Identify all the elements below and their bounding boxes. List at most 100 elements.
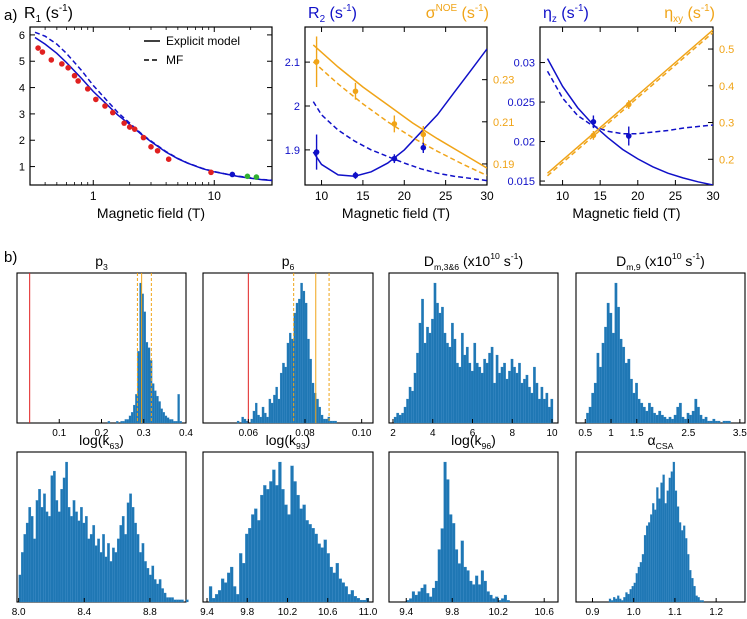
hist-bar — [334, 420, 337, 424]
y-tick-label: 6 — [19, 30, 25, 42]
series-line — [312, 61, 487, 177]
hist-bar — [332, 420, 335, 424]
chart-title-part: m,9 — [626, 262, 641, 272]
hist-bar — [248, 528, 252, 603]
hist-bar — [668, 416, 672, 424]
hist-bar — [298, 298, 301, 424]
x-tick-label: 20 — [631, 189, 645, 203]
hist-bar — [465, 346, 469, 424]
x-tick-label: 2 — [390, 428, 396, 439]
hist-bar — [428, 332, 432, 424]
hist-bar — [311, 528, 315, 603]
hist-bar — [678, 522, 682, 603]
hist-bar — [670, 471, 673, 603]
chart-title-part: m,3&6 — [434, 262, 459, 272]
plot-frame-p3 — [16, 272, 187, 424]
hist-bar — [697, 597, 700, 603]
hist-bar — [421, 298, 424, 424]
chart-title-part: (s — [41, 5, 59, 22]
hist-bar — [614, 282, 618, 424]
series-line — [312, 101, 487, 182]
hist-bar — [420, 587, 424, 603]
hist-bar — [466, 570, 470, 603]
hist-bar — [314, 533, 318, 603]
hist-bar — [124, 419, 127, 424]
hist-bar — [107, 543, 110, 603]
x-tick-label: 0.5 — [578, 428, 592, 439]
hist-bar — [411, 390, 414, 424]
hist-bar — [147, 347, 151, 424]
hist-bar — [440, 528, 444, 603]
chart-title-part: D — [424, 253, 434, 269]
hist-bar — [317, 543, 321, 603]
data-point — [154, 147, 161, 154]
hist-bar — [617, 306, 620, 424]
hist-bar — [683, 525, 686, 603]
hist-bar — [245, 533, 249, 603]
hist-bar — [518, 362, 521, 424]
hist-bar — [224, 582, 228, 603]
hist-bar — [668, 477, 671, 603]
hist-bar — [542, 398, 546, 424]
series-line — [34, 36, 272, 182]
chart-title-part: s — [682, 253, 693, 269]
legend-label-mf: MF — [166, 53, 183, 67]
plot-frame-k96 — [388, 451, 559, 603]
hist-bar — [525, 374, 529, 424]
x-tick-label: 0.08 — [295, 428, 315, 439]
hist-bar — [323, 539, 327, 603]
hist-bar — [601, 342, 605, 424]
hist-bar — [335, 563, 339, 603]
hist-bar — [175, 421, 178, 424]
hist-bar — [624, 362, 628, 424]
hist-bar — [622, 346, 626, 424]
chart-title-part: 93 — [296, 441, 306, 451]
hist-bar — [619, 338, 623, 424]
series-line — [312, 44, 487, 169]
hist-bar — [689, 414, 693, 424]
chart-title-part: (s — [325, 5, 343, 22]
hist-bar — [611, 332, 615, 424]
hist-bar — [528, 386, 531, 424]
data-point — [208, 169, 214, 176]
hist-bar — [635, 382, 638, 424]
hist-bar — [177, 394, 180, 424]
hist-bar — [460, 332, 464, 424]
hist-bar — [408, 386, 412, 424]
y-tick-label: 0.03 — [514, 58, 535, 70]
x-tick-label: 10.2 — [488, 607, 508, 618]
hist-bar — [666, 490, 669, 603]
hist-bar — [148, 574, 152, 603]
hist-bar — [612, 597, 616, 603]
hist-bar — [650, 514, 653, 603]
hist-bar — [483, 580, 487, 603]
hist-bar — [126, 502, 130, 603]
hist-bar — [43, 493, 46, 603]
data-point — [75, 78, 81, 84]
hist-bar — [296, 494, 300, 603]
hist-bar — [236, 420, 240, 424]
hist-bar — [480, 570, 484, 603]
hist-bar — [629, 589, 632, 603]
hist-bar — [153, 579, 157, 603]
hist-bar — [619, 598, 622, 603]
x-tick-label: 1.5 — [630, 428, 644, 439]
data-point — [39, 49, 46, 55]
hist-bar — [239, 553, 243, 603]
hist-bar — [141, 543, 145, 603]
hist-bar — [506, 600, 510, 603]
hist-bar — [236, 594, 240, 603]
hist-bar — [145, 342, 149, 424]
hist-bar — [455, 549, 459, 603]
hist-bar — [163, 592, 167, 603]
plot-frame-eta — [539, 26, 714, 186]
hist-bar — [446, 479, 450, 603]
hist-bar — [681, 416, 685, 424]
data-point — [244, 173, 251, 180]
hist-bar — [260, 494, 264, 603]
data-point — [391, 155, 398, 162]
hist-bar — [695, 595, 698, 603]
hist-bar — [663, 416, 667, 424]
hist-bar — [483, 358, 487, 424]
